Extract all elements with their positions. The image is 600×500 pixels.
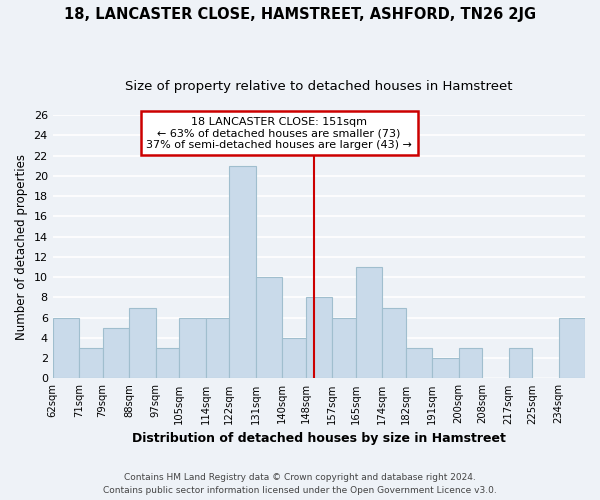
Bar: [256, 277, 282, 378]
Bar: [509, 348, 532, 378]
X-axis label: Distribution of detached houses by size in Hamstreet: Distribution of detached houses by size …: [132, 432, 506, 445]
Bar: [356, 267, 382, 378]
Text: 18, LANCASTER CLOSE, HAMSTREET, ASHFORD, TN26 2JG: 18, LANCASTER CLOSE, HAMSTREET, ASHFORD,…: [64, 8, 536, 22]
Bar: [406, 348, 432, 378]
Bar: [206, 318, 229, 378]
Bar: [229, 166, 256, 378]
Bar: [179, 318, 206, 378]
Y-axis label: Number of detached properties: Number of detached properties: [15, 154, 28, 340]
Bar: [432, 358, 458, 378]
Bar: [129, 308, 155, 378]
Bar: [559, 318, 585, 378]
Bar: [458, 348, 482, 378]
Bar: [79, 348, 103, 378]
Bar: [305, 298, 332, 378]
Bar: [155, 348, 179, 378]
Text: Contains HM Land Registry data © Crown copyright and database right 2024.
Contai: Contains HM Land Registry data © Crown c…: [103, 474, 497, 495]
Bar: [382, 308, 406, 378]
Bar: [332, 318, 356, 378]
Bar: [282, 338, 305, 378]
Bar: [103, 328, 129, 378]
Bar: [53, 318, 79, 378]
Text: 18 LANCASTER CLOSE: 151sqm
← 63% of detached houses are smaller (73)
37% of semi: 18 LANCASTER CLOSE: 151sqm ← 63% of deta…: [146, 116, 412, 150]
Title: Size of property relative to detached houses in Hamstreet: Size of property relative to detached ho…: [125, 80, 512, 93]
